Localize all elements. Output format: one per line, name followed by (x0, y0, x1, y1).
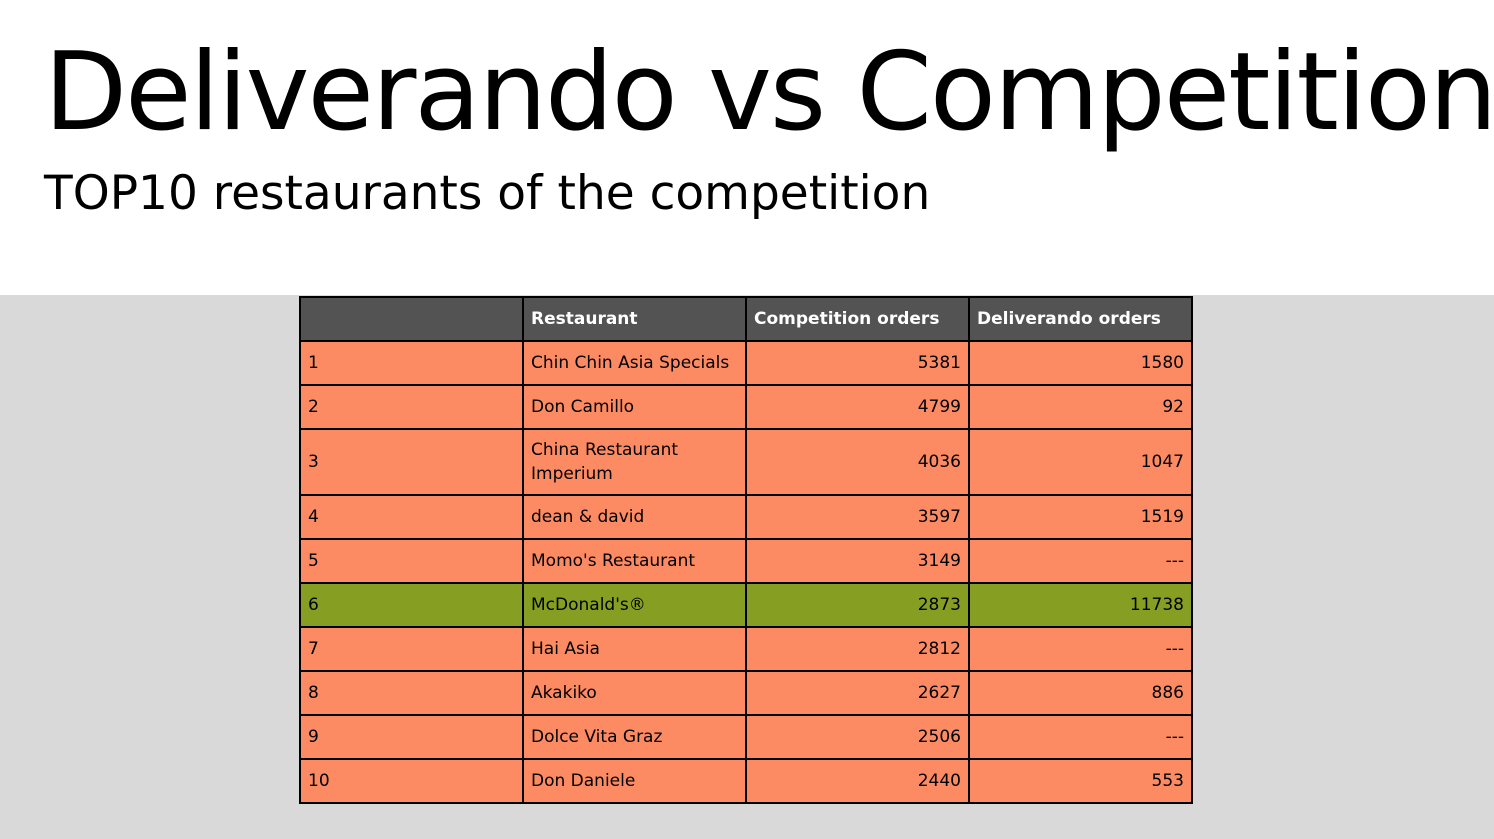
restaurant-cell: Momo's Restaurant (522, 538, 747, 584)
table-row-highlighted: 6 McDonald's® 2873 11738 (299, 582, 1193, 628)
deliverando-orders-cell: 553 (968, 758, 1193, 804)
top10-restaurants-table: Restaurant Competition orders Deliverand… (299, 296, 1193, 804)
header-restaurant: Restaurant (522, 296, 747, 342)
competition-orders-cell: 4799 (745, 384, 970, 430)
rank-cell: 5 (299, 538, 524, 584)
rank-cell: 2 (299, 384, 524, 430)
table-row: 8 Akakiko 2627 886 (299, 670, 1193, 716)
header-deliverando-orders: Deliverando orders (968, 296, 1193, 342)
restaurant-cell: Don Daniele (522, 758, 747, 804)
slide-subtitle: TOP10 restaurants of the competition (44, 166, 931, 221)
slide-title: Deliverando vs Competition (44, 30, 1494, 155)
table-row: 10 Don Daniele 2440 553 (299, 758, 1193, 804)
table-row: 5 Momo's Restaurant 3149 --- (299, 538, 1193, 584)
competition-orders-cell: 4036 (745, 428, 970, 496)
restaurant-cell: China Restaurant Imperium (522, 428, 747, 496)
competition-orders-cell: 2627 (745, 670, 970, 716)
table-row: 1 Chin Chin Asia Specials 5381 1580 (299, 340, 1193, 386)
header-competition-orders: Competition orders (745, 296, 970, 342)
rank-cell: 8 (299, 670, 524, 716)
competition-orders-cell: 3597 (745, 494, 970, 540)
restaurant-cell: Hai Asia (522, 626, 747, 672)
deliverando-orders-cell: 92 (968, 384, 1193, 430)
restaurant-cell: dean & david (522, 494, 747, 540)
competition-orders-cell: 2506 (745, 714, 970, 760)
rank-cell: 4 (299, 494, 524, 540)
restaurant-cell: Dolce Vita Graz (522, 714, 747, 760)
deliverando-orders-cell: 1047 (968, 428, 1193, 496)
header-rank (299, 296, 524, 342)
table-header-row: Restaurant Competition orders Deliverand… (299, 296, 1193, 342)
rank-cell: 10 (299, 758, 524, 804)
competition-orders-cell: 5381 (745, 340, 970, 386)
table-row: 2 Don Camillo 4799 92 (299, 384, 1193, 430)
table-row: 7 Hai Asia 2812 --- (299, 626, 1193, 672)
deliverando-orders-cell: 1519 (968, 494, 1193, 540)
rank-cell: 1 (299, 340, 524, 386)
restaurant-cell: Akakiko (522, 670, 747, 716)
table-row: 9 Dolce Vita Graz 2506 --- (299, 714, 1193, 760)
table-row: 3 China Restaurant Imperium 4036 1047 (299, 428, 1193, 496)
rank-cell: 6 (299, 582, 524, 628)
competition-orders-cell: 2812 (745, 626, 970, 672)
deliverando-orders-cell: 1580 (968, 340, 1193, 386)
deliverando-orders-cell: --- (968, 538, 1193, 584)
deliverando-orders-cell: 11738 (968, 582, 1193, 628)
deliverando-orders-cell: --- (968, 626, 1193, 672)
restaurant-cell: McDonald's® (522, 582, 747, 628)
deliverando-orders-cell: 886 (968, 670, 1193, 716)
competition-orders-cell: 3149 (745, 538, 970, 584)
deliverando-orders-cell: --- (968, 714, 1193, 760)
table-row: 4 dean & david 3597 1519 (299, 494, 1193, 540)
competition-orders-cell: 2873 (745, 582, 970, 628)
rank-cell: 9 (299, 714, 524, 760)
restaurant-cell: Don Camillo (522, 384, 747, 430)
rank-cell: 3 (299, 428, 524, 496)
restaurant-cell: Chin Chin Asia Specials (522, 340, 747, 386)
competition-orders-cell: 2440 (745, 758, 970, 804)
rank-cell: 7 (299, 626, 524, 672)
